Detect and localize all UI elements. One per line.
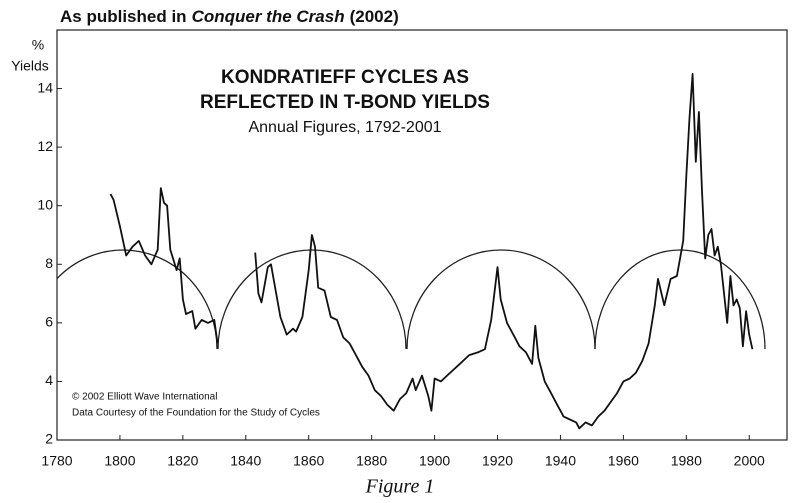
note: Data Courtesy of the Foundation for the …	[72, 408, 320, 419]
y-tick-label: 8	[45, 255, 53, 271]
y-tick-label: 2	[45, 431, 53, 447]
caption: Figure 1	[365, 476, 435, 498]
x-tick-label: 1780	[41, 453, 72, 469]
note: © 2002 Elliott Wave International	[72, 392, 217, 403]
x-tick-label: 1820	[167, 453, 198, 469]
plot-frame	[56, 29, 788, 441]
header-prefix: As published in	[60, 7, 187, 26]
header-year: (2002)	[350, 7, 399, 26]
cycle-arc	[57, 249, 218, 350]
chart-title: KONDRATIEFF CYCLES AS	[221, 67, 469, 88]
header: As published in Conquer the Crash (2002)	[60, 7, 399, 26]
x-tick-label: 1940	[545, 453, 576, 469]
chart-subtitle: Annual Figures, 1792-2001	[248, 119, 441, 136]
cycle-arcs	[57, 249, 766, 350]
x-tick-label: 1840	[230, 453, 261, 469]
y-label: %	[32, 37, 44, 53]
x-tick-label: 2000	[734, 453, 765, 469]
yield-line	[109, 73, 754, 430]
y-tick-label: 10	[37, 196, 53, 212]
x-tick-label: 1920	[482, 453, 513, 469]
header-book: Conquer the Crash	[192, 7, 345, 26]
y-tick-label: 14	[37, 79, 53, 95]
x-tick-label: 1900	[419, 453, 450, 469]
cycle-arc	[594, 249, 766, 350]
x-tick-label: 1980	[671, 453, 702, 469]
x-tick-label: 1960	[608, 453, 639, 469]
y-tick-label: 4	[45, 372, 53, 388]
cycle-arc	[406, 249, 596, 350]
y-tick-label: 12	[37, 138, 53, 154]
cycle-arc	[217, 249, 407, 350]
y-tick-label: 6	[45, 314, 53, 330]
x-tick-label: 1880	[356, 453, 387, 469]
chart-title: REFLECTED IN T-BOND YIELDS	[200, 92, 490, 113]
y-label: Yields	[11, 58, 49, 74]
x-tick-label: 1800	[104, 453, 135, 469]
x-tick-label: 1860	[293, 453, 324, 469]
